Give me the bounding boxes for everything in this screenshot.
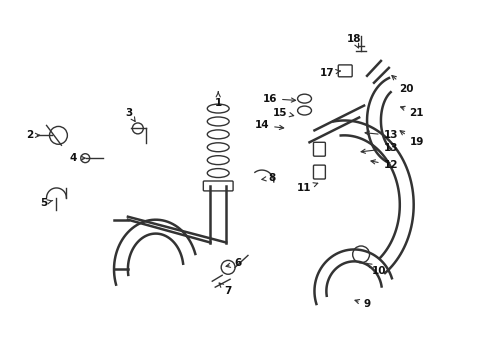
Text: 17: 17 <box>320 68 341 78</box>
Text: 13: 13 <box>365 130 398 140</box>
Text: 11: 11 <box>297 183 318 193</box>
Text: 14: 14 <box>255 121 284 130</box>
Text: 20: 20 <box>392 76 414 94</box>
Text: 9: 9 <box>355 299 370 309</box>
Text: 8: 8 <box>262 173 275 183</box>
Text: 4: 4 <box>70 153 85 163</box>
Text: 13: 13 <box>361 143 398 153</box>
Text: 16: 16 <box>263 94 295 104</box>
Text: 10: 10 <box>367 263 386 276</box>
Text: 12: 12 <box>371 160 398 170</box>
Text: 3: 3 <box>125 108 135 121</box>
Text: 15: 15 <box>272 108 294 117</box>
Text: 19: 19 <box>400 131 424 147</box>
Text: 7: 7 <box>219 283 232 296</box>
Text: 5: 5 <box>40 198 52 208</box>
Text: 6: 6 <box>226 258 242 268</box>
Text: 21: 21 <box>401 106 424 117</box>
Text: 18: 18 <box>347 34 362 48</box>
Text: 1: 1 <box>215 92 222 108</box>
Text: 2: 2 <box>26 130 40 140</box>
